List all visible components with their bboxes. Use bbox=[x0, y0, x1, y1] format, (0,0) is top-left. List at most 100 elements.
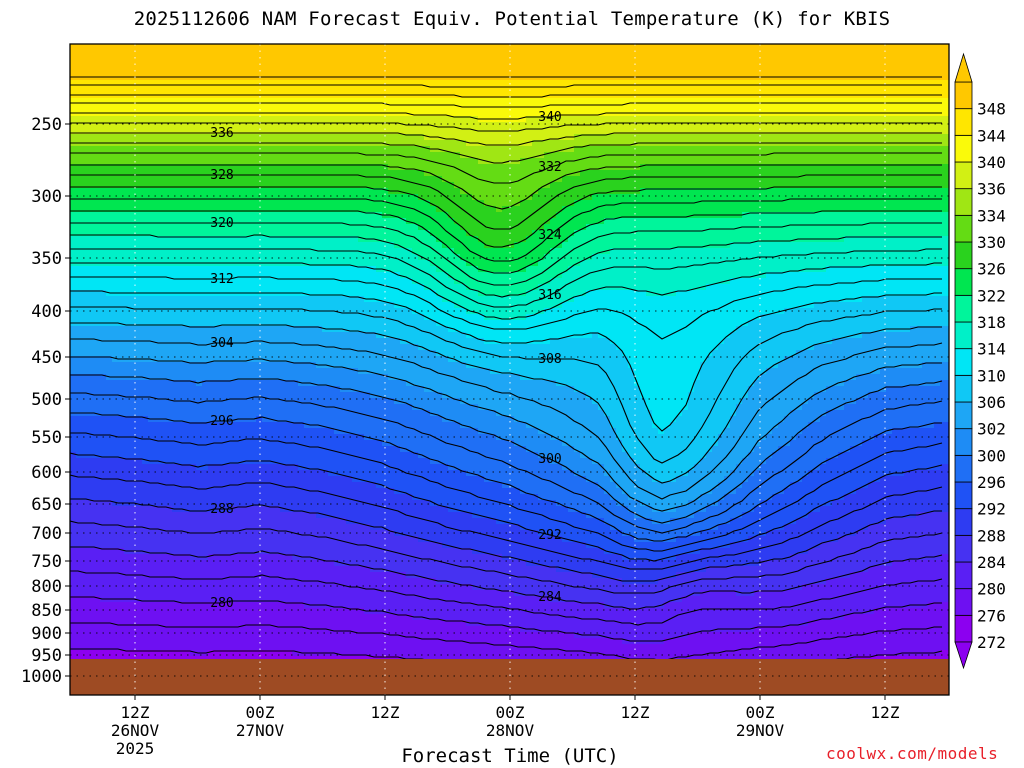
field-cell bbox=[100, 500, 107, 507]
field-cell bbox=[256, 608, 263, 615]
field-cell bbox=[310, 302, 317, 309]
field-cell bbox=[178, 446, 185, 453]
field-cell bbox=[124, 482, 131, 489]
field-cell bbox=[340, 500, 347, 507]
field-cell bbox=[166, 398, 173, 405]
field-cell bbox=[310, 362, 317, 369]
field-cell bbox=[322, 566, 329, 573]
field-cell bbox=[322, 104, 329, 111]
field-cell bbox=[226, 56, 233, 63]
field-cell bbox=[184, 452, 191, 459]
field-cell bbox=[310, 278, 317, 285]
field-cell bbox=[76, 344, 83, 351]
field-cell bbox=[262, 296, 269, 303]
field-cell bbox=[250, 470, 257, 477]
field-cell bbox=[244, 434, 251, 441]
field-cell bbox=[220, 404, 227, 411]
field-cell bbox=[268, 374, 275, 381]
field-cell bbox=[280, 116, 287, 123]
field-cell bbox=[106, 224, 113, 231]
field-cell bbox=[88, 608, 95, 615]
field-cell bbox=[100, 614, 107, 621]
field-cell bbox=[322, 146, 329, 153]
field-cell bbox=[214, 374, 221, 381]
field-cell bbox=[100, 398, 107, 405]
field-cell bbox=[214, 296, 221, 303]
field-cell bbox=[292, 584, 299, 591]
field-cell bbox=[250, 248, 257, 255]
field-cell bbox=[100, 86, 107, 93]
field-cell bbox=[250, 542, 257, 549]
field-cell bbox=[310, 518, 317, 525]
field-cell bbox=[154, 506, 161, 513]
field-cell bbox=[298, 530, 305, 537]
field-cell bbox=[124, 152, 131, 159]
field-cell bbox=[88, 632, 95, 639]
field-cell bbox=[304, 470, 311, 477]
field-cell bbox=[244, 212, 251, 219]
field-cell bbox=[292, 56, 299, 63]
field-cell bbox=[136, 518, 143, 525]
field-cell bbox=[322, 422, 329, 429]
field-cell bbox=[280, 332, 287, 339]
field-cell bbox=[172, 236, 179, 243]
field-cell bbox=[76, 440, 83, 447]
field-cell bbox=[226, 206, 233, 213]
field-cell bbox=[286, 482, 293, 489]
field-cell bbox=[250, 176, 257, 183]
field-cell bbox=[244, 638, 251, 645]
field-cell bbox=[76, 200, 83, 207]
field-cell bbox=[250, 428, 257, 435]
field-cell bbox=[196, 476, 203, 483]
field-cell bbox=[160, 638, 167, 645]
field-cell bbox=[220, 620, 227, 627]
field-cell bbox=[76, 236, 83, 243]
field-cell bbox=[148, 362, 155, 369]
field-cell bbox=[292, 98, 299, 105]
field-cell bbox=[304, 584, 311, 591]
field-cell bbox=[226, 104, 233, 111]
field-cell bbox=[196, 278, 203, 285]
field-cell bbox=[238, 302, 245, 309]
field-cell bbox=[76, 596, 83, 603]
field-cell bbox=[262, 362, 269, 369]
field-cell bbox=[118, 542, 125, 549]
field-cell bbox=[274, 614, 281, 621]
field-cell bbox=[202, 182, 209, 189]
field-cell bbox=[106, 146, 113, 153]
field-cell bbox=[172, 182, 179, 189]
field-cell bbox=[256, 86, 263, 93]
field-cell bbox=[238, 200, 245, 207]
field-cell bbox=[160, 398, 167, 405]
field-cell bbox=[82, 632, 89, 639]
field-cell bbox=[238, 620, 245, 627]
field-cell bbox=[130, 398, 137, 405]
field-cell bbox=[274, 218, 281, 225]
field-cell bbox=[316, 80, 323, 87]
field-cell bbox=[262, 206, 269, 213]
field-cell bbox=[220, 548, 227, 555]
field-cell bbox=[322, 374, 329, 381]
field-cell bbox=[148, 368, 155, 375]
field-cell bbox=[244, 506, 251, 513]
field-cell bbox=[190, 44, 197, 51]
field-cell bbox=[124, 404, 131, 411]
field-cell bbox=[220, 212, 227, 219]
field-cell bbox=[160, 554, 167, 561]
field-cell bbox=[70, 464, 77, 471]
field-cell bbox=[238, 638, 245, 645]
field-cell bbox=[328, 188, 335, 195]
field-cell bbox=[232, 134, 239, 141]
field-cell bbox=[268, 62, 275, 69]
field-cell bbox=[208, 272, 215, 279]
field-cell bbox=[226, 638, 233, 645]
field-cell bbox=[316, 554, 323, 561]
field-cell bbox=[130, 332, 137, 339]
field-cell bbox=[94, 626, 101, 633]
field-cell bbox=[154, 68, 161, 75]
field-cell bbox=[190, 542, 197, 549]
field-cell bbox=[340, 374, 347, 381]
field-cell bbox=[94, 512, 101, 519]
field-cell bbox=[154, 146, 161, 153]
field-cell bbox=[166, 542, 173, 549]
